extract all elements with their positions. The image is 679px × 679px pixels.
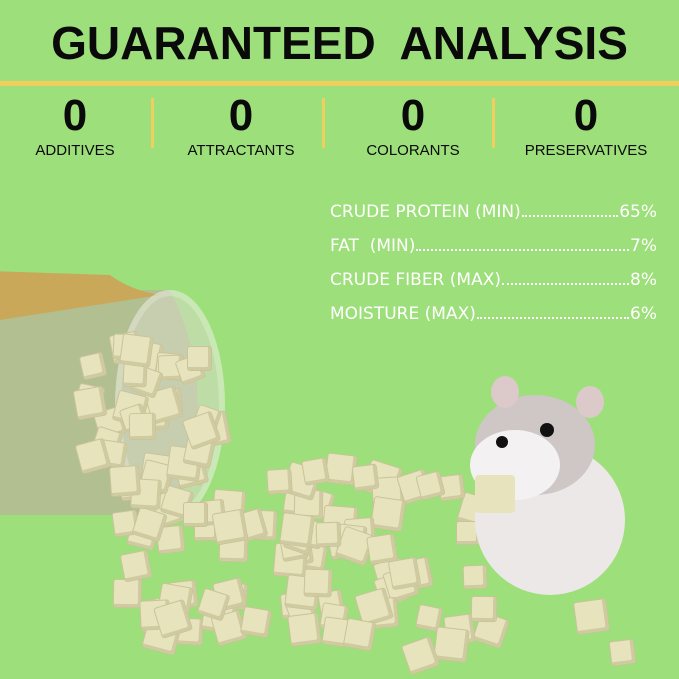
stat-label: ADDITIVES xyxy=(35,142,115,159)
analysis-label: MOISTURE (MAX) xyxy=(330,304,476,324)
stat-label: COLORANTS xyxy=(366,142,460,159)
stat-additives: 0 ADDITIVES xyxy=(0,91,150,160)
dot-leader xyxy=(501,283,630,285)
analysis-value: 6% xyxy=(630,304,657,324)
analysis-row: MOISTURE (MAX) 6% xyxy=(330,304,657,338)
food-cube xyxy=(266,467,294,495)
food-cube xyxy=(433,626,470,663)
food-cube xyxy=(72,385,108,421)
stat-colorants: 0 COLORANTS xyxy=(338,91,488,160)
stat-preservatives: 0 PRESERVATIVES xyxy=(511,91,661,160)
food-cube xyxy=(182,501,208,527)
food-cube xyxy=(303,568,333,599)
food-cube xyxy=(286,612,322,648)
stat-label: ATTRACTANTS xyxy=(187,142,295,159)
food-cube xyxy=(572,597,611,636)
food-cube xyxy=(113,578,143,608)
food-cube xyxy=(369,495,407,532)
food-cube xyxy=(129,412,157,440)
food-cube xyxy=(342,617,377,652)
food-cube xyxy=(108,465,142,498)
dot-leader xyxy=(416,249,630,251)
analysis-value: 65% xyxy=(619,202,657,222)
analysis-label: CRUDE PROTEIN (MIN) xyxy=(330,202,521,222)
page-title: GUARANTEED ANALYSIS xyxy=(51,17,628,69)
stat-attractants: 0 ATTRACTANTS xyxy=(166,91,316,160)
food-cube xyxy=(118,332,154,368)
food-cube xyxy=(315,521,342,548)
food-cube xyxy=(186,345,212,371)
stat-value: 0 xyxy=(400,91,426,140)
food-cube xyxy=(608,638,637,667)
food-cube xyxy=(279,512,316,548)
stat-separator xyxy=(151,98,154,148)
stat-value: 0 xyxy=(62,91,88,140)
stat-value: 0 xyxy=(573,91,599,140)
guaranteed-analysis-list: CRUDE PROTEIN (MIN) 65% FAT (MIN) 7% CRUDE… xyxy=(330,202,657,338)
stat-separator xyxy=(492,98,495,148)
analysis-value: 8% xyxy=(630,270,657,290)
stat-separator xyxy=(322,98,325,148)
hamster-image xyxy=(470,376,625,595)
analysis-row: FAT (MIN) 7% xyxy=(330,236,657,270)
dot-leader xyxy=(476,317,630,319)
analysis-row: CRUDE PROTEIN (MIN) 65% xyxy=(330,202,657,236)
food-cube xyxy=(471,596,499,623)
stat-value: 0 xyxy=(228,91,254,140)
food-cube xyxy=(239,606,272,638)
analysis-row: CRUDE FIBER (MAX) 8% xyxy=(330,270,657,304)
food-cube xyxy=(78,352,108,382)
analysis-value: 7% xyxy=(630,236,657,256)
analysis-label: CRUDE FIBER (MAX) xyxy=(330,270,501,290)
food-cube xyxy=(119,549,153,583)
food-cube xyxy=(366,532,399,565)
food-cube xyxy=(300,456,330,486)
food-cube xyxy=(351,463,380,492)
divider-line xyxy=(0,81,679,86)
dot-leader xyxy=(521,215,619,217)
stat-label: PRESERVATIVES xyxy=(524,142,648,159)
analysis-label: FAT (MIN) xyxy=(330,236,416,256)
food-cube xyxy=(212,508,249,546)
